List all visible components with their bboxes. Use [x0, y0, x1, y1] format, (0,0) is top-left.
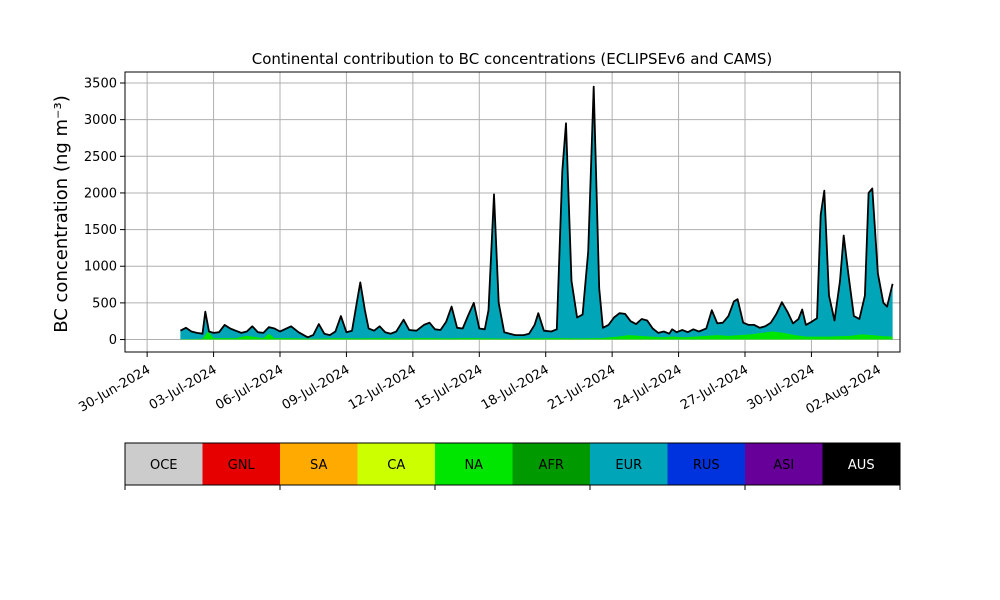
legend-swatch-rus — [667, 443, 745, 485]
colorbar-legend: OCE GNL SA CA NA AFR EUR RUS ASI AUS — [124, 442, 901, 490]
legend-swatch-afr — [512, 443, 590, 485]
legend-swatch-na — [435, 443, 513, 485]
y-axis-ticks: 0 500 1000 1500 2000 2500 3000 3500 — [84, 76, 125, 348]
legend-swatch-sa — [280, 443, 358, 485]
total-line — [179, 85, 894, 339]
x-tick-label: 24-Jul-2024 — [612, 362, 685, 413]
y-tick-label: 0 — [109, 333, 117, 348]
stacked-areas — [179, 85, 894, 340]
plot-frame — [124, 71, 901, 353]
x-tick-label: 06-Jul-2024 — [213, 362, 286, 413]
legend-label-oce: OCE — [150, 458, 178, 473]
legend-swatch-gnl — [202, 443, 280, 485]
legend-swatch-eur — [590, 443, 668, 485]
y-tick-label: 500 — [92, 296, 117, 311]
legend-swatch-aus — [822, 443, 900, 485]
grid-lines — [125, 72, 900, 352]
x-tick-label: 18-Jul-2024 — [479, 362, 552, 413]
y-tick-label: 2500 — [84, 150, 117, 165]
x-tick-label: 27-Jul-2024 — [678, 362, 751, 413]
y-tick-label: 1000 — [84, 260, 117, 275]
x-tick-label: 02-Aug-2024 — [804, 362, 884, 417]
colorbar-frame — [124, 442, 901, 486]
legend-label-rus: RUS — [693, 458, 720, 473]
x-tick-label: 30-Jun-2024 — [76, 362, 153, 415]
legend-label-sa: SA — [310, 458, 327, 473]
legend-swatch-asi — [745, 443, 823, 485]
x-tick-label: 09-Jul-2024 — [280, 362, 353, 413]
legend-label-asi: ASI — [773, 458, 794, 473]
legend-label-eur: EUR — [615, 458, 642, 473]
y-axis-label: BC concentration (ng m⁻³) — [51, 95, 72, 333]
legend-label-na: NA — [464, 458, 483, 473]
chart-title: Continental contribution to BC concentra… — [252, 50, 773, 68]
y-tick-label: 2000 — [84, 186, 117, 201]
x-tick-label: 12-Jul-2024 — [346, 362, 419, 413]
y-tick-label: 3500 — [84, 76, 117, 91]
legend-label-gnl: GNL — [228, 458, 256, 473]
y-tick-label: 1500 — [84, 223, 117, 238]
legend-label-aus: AUS — [848, 458, 875, 473]
legend-label-afr: AFR — [539, 458, 564, 473]
legend-label-ca: CA — [387, 458, 405, 473]
legend-swatch-ca — [357, 443, 435, 485]
na-area — [180, 331, 893, 340]
eur-area — [180, 86, 893, 340]
axes — [124, 71, 901, 353]
x-tick-label: 15-Jul-2024 — [412, 362, 485, 413]
x-tick-label: 21-Jul-2024 — [545, 362, 618, 413]
y-tick-label: 3000 — [84, 113, 117, 128]
x-axis-ticks: 30-Jun-202403-Jul-202406-Jul-202409-Jul-… — [76, 352, 884, 418]
x-tick-label: 03-Jul-2024 — [147, 362, 220, 413]
legend-swatch-oce — [125, 443, 203, 485]
